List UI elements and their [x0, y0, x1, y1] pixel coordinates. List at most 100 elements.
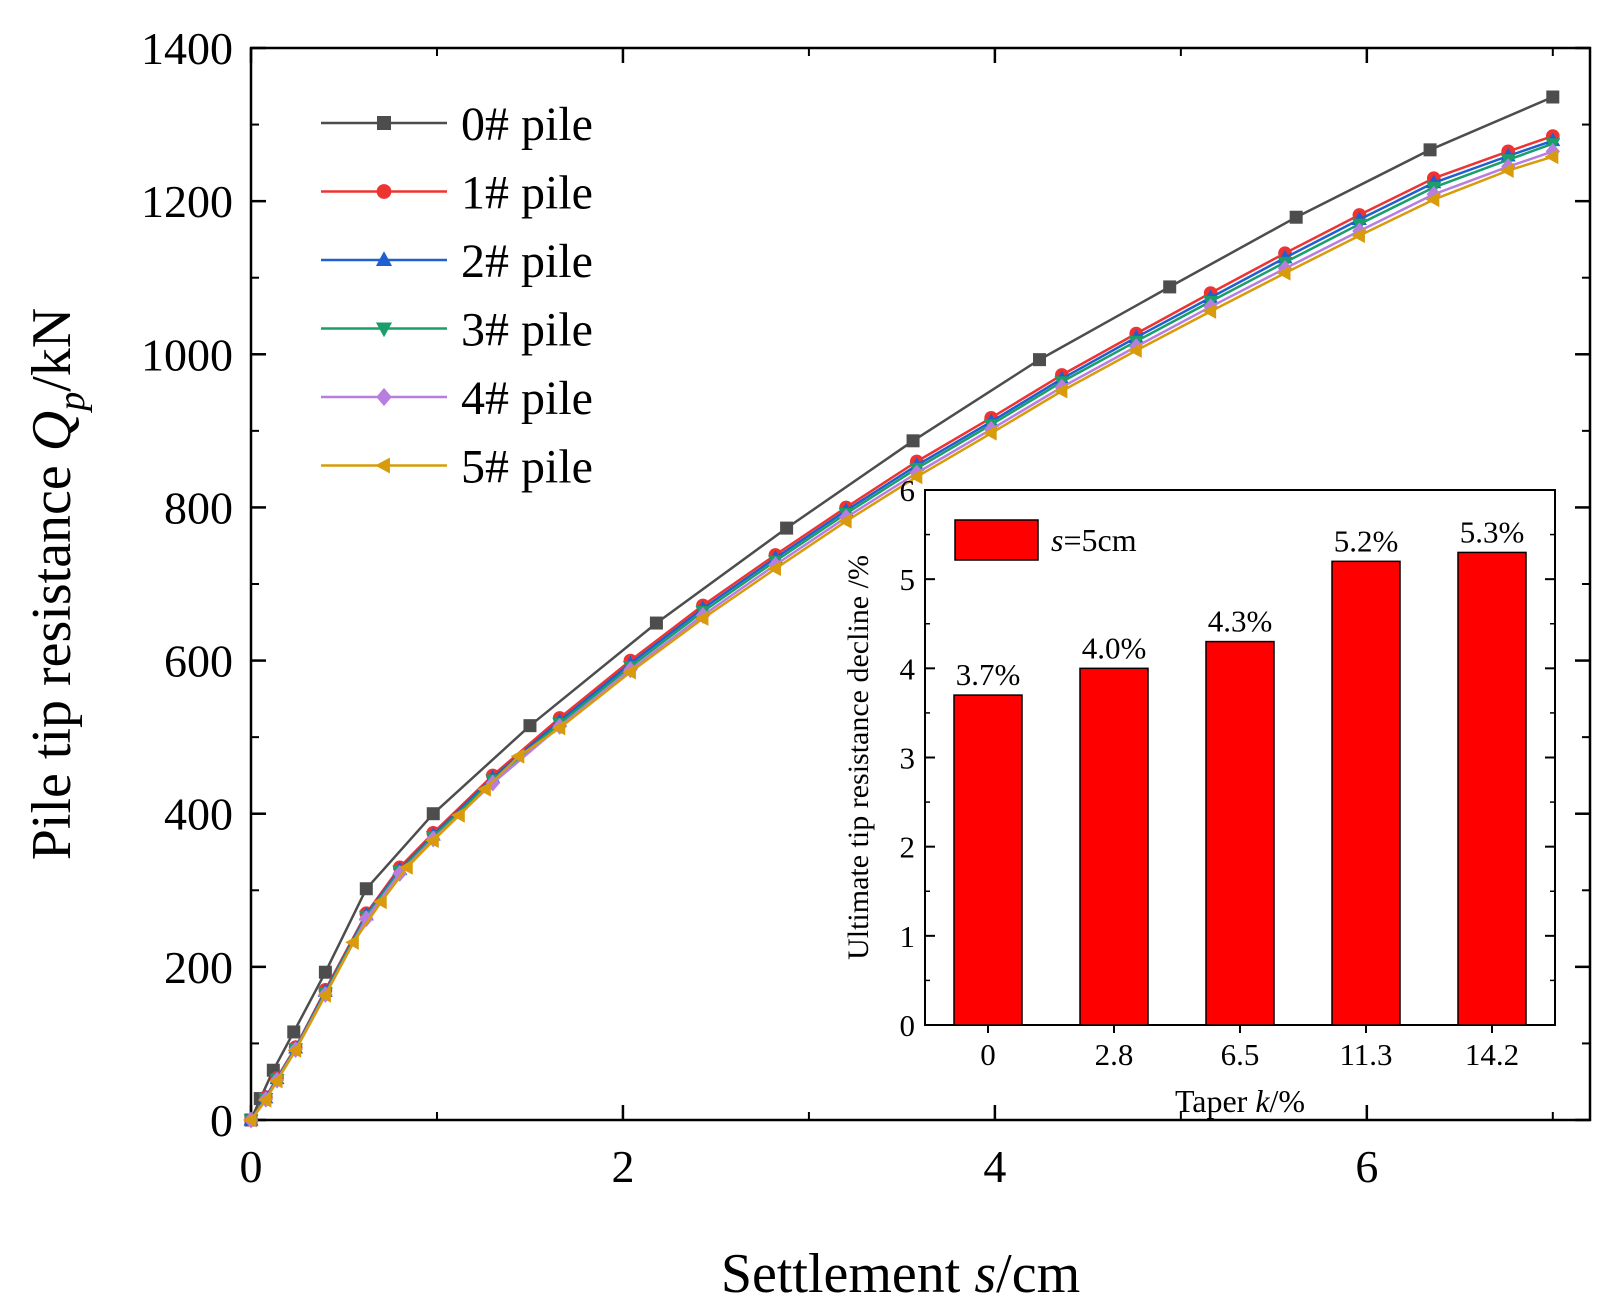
y-tick-label: 200 [164, 942, 233, 993]
data-point [1202, 303, 1217, 319]
legend-marker [375, 251, 393, 266]
inset-y-tick-label: 6 [900, 473, 916, 508]
x-tick-label: 4 [983, 1141, 1006, 1192]
data-point [373, 894, 387, 910]
y-axis-label-prefix: Pile tip resistance [21, 451, 83, 860]
inset-y-tick-label: 2 [900, 830, 916, 865]
series-0 [244, 90, 1560, 1127]
series-5 [242, 149, 1559, 1128]
inset-y-tick-label: 5 [900, 562, 916, 597]
data-point [392, 864, 407, 882]
bar-data-label: 3.7% [956, 657, 1021, 692]
legend-label: 5# pile [461, 441, 593, 494]
data-point [523, 719, 537, 733]
inset-legend-swatch [954, 519, 1039, 561]
data-point [1546, 90, 1560, 104]
data-point [317, 987, 331, 1003]
y-tick-label: 800 [164, 482, 233, 533]
inset-y-tick-label: 3 [900, 741, 916, 776]
legend-label: 2# pile [461, 235, 593, 288]
data-point [477, 781, 491, 797]
legend-entry: 2# pile [321, 235, 593, 288]
data-point [1545, 142, 1560, 160]
data-point [908, 469, 923, 485]
x-tick-label: 0 [240, 1141, 263, 1192]
inset-x-tick-label: 0 [980, 1037, 996, 1072]
data-point [345, 934, 359, 950]
y-tick-label: 1200 [141, 176, 233, 227]
data-point [1289, 210, 1303, 224]
y-tick-label: 600 [164, 636, 233, 687]
legend-entry: 0# pile [321, 98, 593, 151]
data-point [780, 521, 794, 535]
data-point [399, 859, 413, 875]
inset-y-tick-label: 0 [900, 1008, 916, 1043]
data-point [906, 434, 920, 448]
inset-x-tick-label: 11.3 [1339, 1037, 1392, 1072]
bar-data-label: 5.3% [1460, 514, 1525, 549]
main-plot: 0 2 4 60200400600800100012001400Settlement … [21, 23, 1592, 1305]
bar [953, 694, 1023, 1026]
x-axis-label-prefix: Settlement [721, 1243, 975, 1302]
inset-x-axis-label-var: k [1255, 1083, 1270, 1119]
inset-legend-label: s=5cm [1051, 522, 1137, 558]
data-point [837, 513, 852, 529]
data-point [451, 807, 465, 823]
legend-marker [376, 184, 392, 199]
inset-x-tick-label: 2.8 [1095, 1037, 1134, 1072]
legend-marker [377, 116, 391, 130]
bar-data-label: 4.3% [1208, 604, 1273, 639]
inset-legend-suffix: =5cm [1063, 522, 1136, 558]
data-point [1128, 342, 1142, 358]
x-axis-label: Settlement s/cm [721, 1243, 1080, 1302]
data-point [426, 807, 440, 821]
inset-y-tick-label: 1 [900, 919, 916, 954]
x-tick-label: 6 [1355, 1141, 1378, 1192]
inset-plot: 0 1 2 3 4 5 6 0 3.7% 2.8 4.0% 6.5 4.3% 11.3 5.2% 14.2 5.… [842, 473, 1556, 1119]
data-point [1426, 185, 1441, 203]
inset-x-axis-label: Taper k/% [1175, 1083, 1305, 1119]
data-point [510, 748, 525, 764]
data-point [287, 1042, 302, 1058]
legend-label: 3# pile [461, 304, 593, 357]
data-point [359, 882, 373, 896]
inset-legend-var: s [1051, 522, 1063, 558]
y-axis-label-sub: p [51, 392, 93, 414]
legend-label: 0# pile [461, 98, 593, 151]
inset-x-tick-label: 14.2 [1465, 1037, 1519, 1072]
data-point [649, 616, 663, 630]
inset-x-axis-label-suffix: /% [1270, 1083, 1306, 1119]
data-point [1425, 192, 1440, 208]
data-point [1500, 163, 1514, 178]
data-point [268, 1073, 283, 1089]
data-point [257, 1092, 272, 1108]
y-tick-label: 1000 [141, 329, 233, 380]
data-point [425, 833, 439, 848]
data-point [1033, 353, 1047, 367]
y-tick-label: 1400 [141, 23, 233, 74]
y-axis-label: Pile tip resistance Qp/kN [21, 308, 93, 860]
inset-x-tick-label: 6.5 [1221, 1037, 1260, 1072]
data-point [1163, 280, 1177, 294]
data-point [1544, 149, 1559, 165]
data-point [1276, 265, 1291, 281]
bar [1331, 560, 1401, 1026]
x-axis-label-suffix: /cm [996, 1243, 1080, 1302]
inset-y-axis-label: Ultimate tip resistance decline /% [842, 555, 875, 960]
y-axis-label-var: Q [21, 411, 83, 451]
data-point [622, 664, 636, 680]
x-tick-label: 2 [611, 1141, 634, 1192]
data-point [551, 720, 566, 736]
data-point [318, 965, 332, 979]
data-point [983, 425, 997, 441]
bar [1079, 667, 1149, 1026]
legend-entry: 3# pile [321, 304, 593, 357]
bar-data-label: 5.2% [1334, 523, 1399, 558]
inset-y-tick-label: 4 [900, 651, 916, 686]
legend-label: 4# pile [461, 372, 593, 425]
y-tick-label: 0 [210, 1095, 233, 1146]
y-axis-label-suffix: /kN [21, 308, 83, 392]
legend-entry: 5# pile [321, 441, 593, 494]
data-point [1423, 143, 1437, 157]
